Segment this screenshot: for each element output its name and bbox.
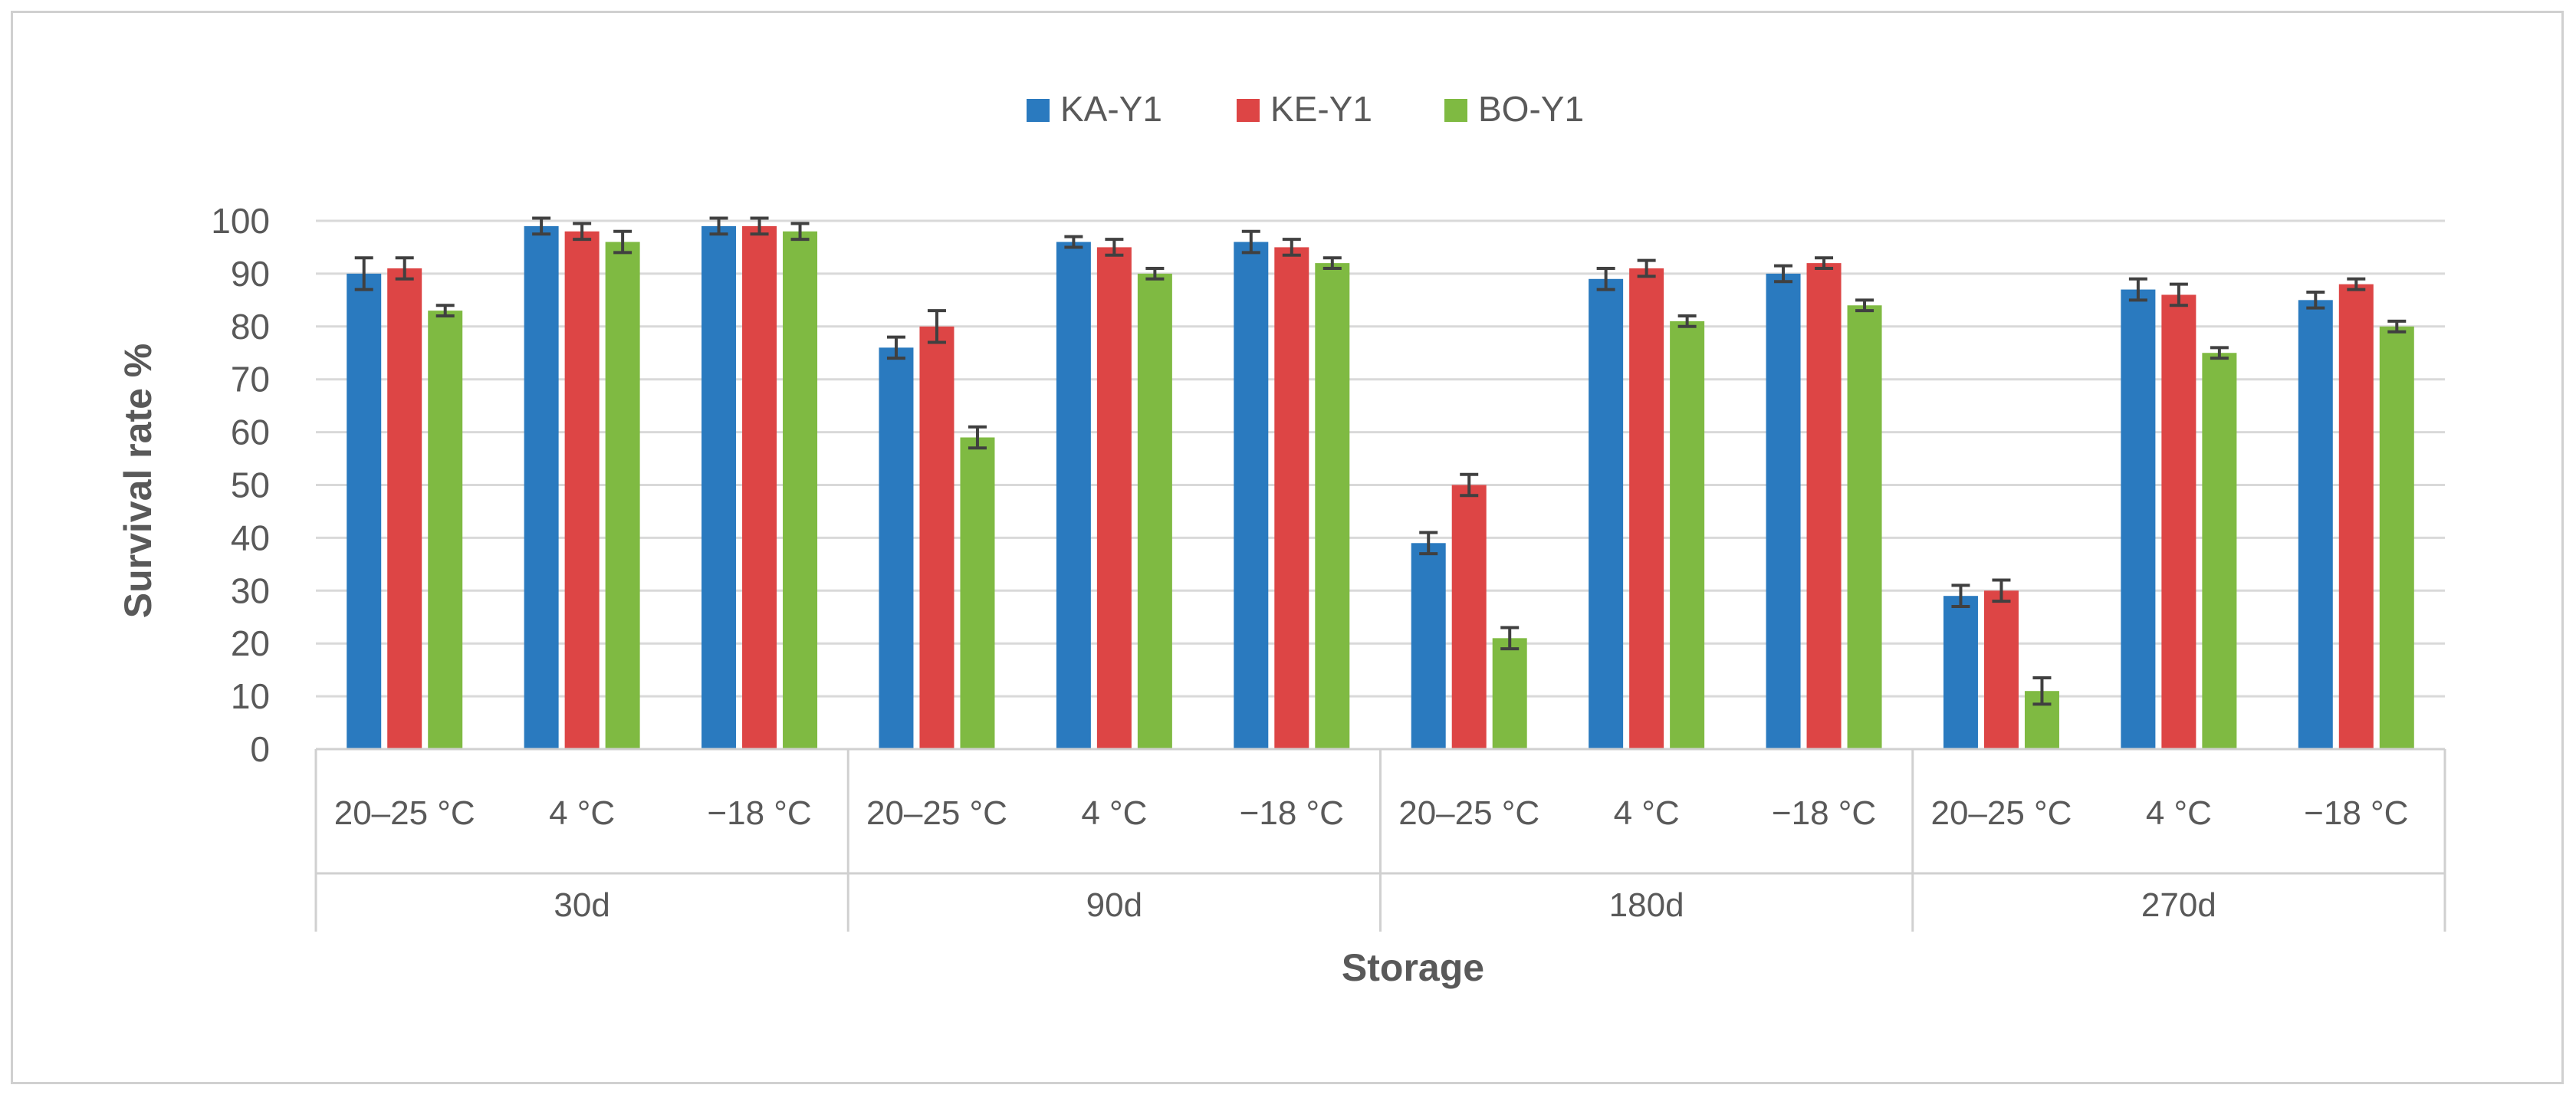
bar-ka-y1 — [1411, 543, 1446, 749]
bar-ka-y1 — [2121, 289, 2156, 749]
bar-ka-y1 — [1589, 278, 1624, 749]
x-tick-label: −18 °C — [2304, 794, 2408, 832]
error-bars — [354, 216, 2407, 706]
y-tick-label: 10 — [231, 676, 270, 716]
y-tick-label: 90 — [231, 254, 270, 294]
x-tick-label: 20–25 °C — [334, 794, 475, 832]
bar-ka-y1 — [2298, 300, 2333, 750]
y-tick-label: 40 — [231, 518, 270, 557]
x-tick-label: 4 °C — [1081, 794, 1147, 832]
legend: KA-Y1 KE-Y1 BO-Y1 — [1027, 89, 1584, 129]
bar-ke-y1 — [1983, 590, 2019, 749]
bar-ka-y1 — [702, 225, 737, 749]
x-tick-label: −18 °C — [1240, 794, 1344, 832]
x-tick-label: 4 °C — [549, 794, 615, 832]
legend-label: BO-Y1 — [1478, 89, 1584, 129]
bar-ke-y1 — [1806, 263, 1842, 749]
bar-ke-y1 — [2161, 294, 2196, 750]
bar-bo-y1 — [1847, 305, 1882, 749]
bar-bo-y1 — [960, 437, 995, 749]
x-tick-label: −18 °C — [707, 794, 811, 832]
bar-ke-y1 — [1274, 247, 1309, 749]
bar-bo-y1 — [1137, 273, 1172, 749]
y-tick-label: 70 — [231, 360, 270, 399]
y-tick-label: 0 — [250, 729, 270, 769]
y-tick-label: 60 — [231, 413, 270, 452]
legend-swatch-ka-y1 — [1027, 99, 1050, 122]
bar-ke-y1 — [919, 326, 955, 749]
bar-ke-y1 — [742, 225, 777, 749]
y-tick-label: 100 — [211, 201, 270, 241]
bar-ka-y1 — [524, 225, 559, 749]
y-tick-label: 30 — [231, 570, 270, 610]
x-tick-label: 20–25 °C — [1930, 794, 2072, 832]
x-group-label: 180d — [1609, 886, 1684, 924]
y-axis-label: Survival rate % — [117, 344, 159, 619]
bar-ke-y1 — [1451, 485, 1487, 749]
y-tick-label: 20 — [231, 623, 270, 663]
y-tick-label: 80 — [231, 307, 270, 347]
bar-bo-y1 — [1670, 321, 1705, 749]
bar-bo-y1 — [2379, 326, 2414, 749]
x-tick-label: −18 °C — [1772, 794, 1876, 832]
legend-swatch-ke-y1 — [1237, 99, 1260, 122]
gridlines — [316, 219, 2445, 751]
legend-label: KE-Y1 — [1270, 89, 1372, 129]
x-group-label: 270d — [2141, 886, 2216, 924]
legend-swatch-bo-y1 — [1444, 99, 1467, 122]
bar-ka-y1 — [1056, 242, 1091, 749]
chart-frame: 0 10 20 30 40 50 60 70 80 90 100 20–25 °C 4 °C −18 °… — [11, 11, 2564, 1084]
bar-ke-y1 — [564, 231, 600, 749]
bar-ke-y1 — [1629, 268, 1664, 749]
bar-ke-y1 — [2338, 284, 2374, 749]
y-tick-label: 50 — [231, 465, 270, 505]
bar-ka-y1 — [1234, 242, 1269, 749]
bar-ka-y1 — [1943, 596, 1978, 749]
bar-ka-y1 — [879, 347, 914, 749]
bar-ka-y1 — [347, 273, 382, 749]
bar-ke-y1 — [1096, 247, 1132, 749]
bar-bo-y1 — [1315, 263, 1350, 749]
x-axis: 20–25 °C 4 °C −18 °C 20–25 °C 4 °C −18 °C 20–2… — [314, 748, 2446, 932]
bar-bo-y1 — [605, 242, 640, 749]
y-axis-ticks: 0 10 20 30 40 50 60 70 80 90 100 — [211, 201, 270, 769]
x-group-label: 30d — [554, 886, 610, 924]
x-tick-label: 4 °C — [1614, 794, 1680, 832]
bar-bo-y1 — [2202, 353, 2237, 749]
x-tick-label: 20–25 °C — [866, 794, 1007, 832]
bar-bo-y1 — [1492, 638, 1527, 749]
legend-label: KA-Y1 — [1060, 89, 1162, 129]
bar-bo-y1 — [428, 311, 463, 749]
x-tick-label: 20–25 °C — [1398, 794, 1539, 832]
bar-bo-y1 — [783, 231, 818, 749]
x-tick-label: 4 °C — [2146, 794, 2212, 832]
bars — [347, 225, 2414, 750]
bar-ke-y1 — [387, 268, 422, 749]
x-group-label: 90d — [1086, 886, 1142, 924]
bar-ka-y1 — [1766, 273, 1801, 749]
x-axis-label: Storage — [1342, 946, 1484, 989]
bar-chart: 0 10 20 30 40 50 60 70 80 90 100 20–25 °C 4 °C −18 °… — [117, 89, 2446, 989]
